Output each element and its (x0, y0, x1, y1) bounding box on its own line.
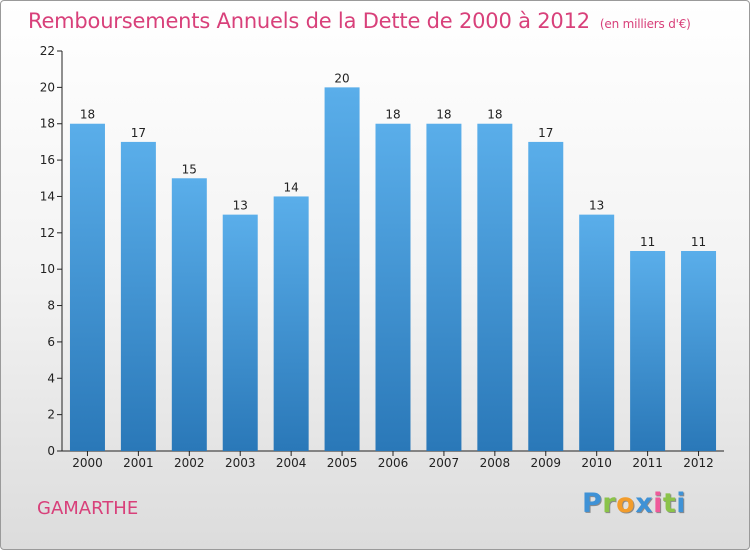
x-tick-label: 2012 (683, 456, 714, 470)
bar-2012 (681, 251, 717, 451)
y-tick-label: 22 (40, 44, 55, 58)
bar-value-label: 18 (436, 108, 451, 122)
logo-letter: i (653, 488, 663, 519)
chart-subtitle: (en milliers d'€) (599, 17, 691, 31)
bar-value-label: 18 (385, 108, 400, 122)
x-tick-label: 2006 (378, 456, 409, 470)
y-tick-label: 10 (40, 262, 55, 276)
y-axis: 0 2 4 6 8 10 12 14 16 18 20 22 (40, 44, 63, 458)
logo-letter: x (635, 488, 654, 519)
bar-2009 (528, 141, 564, 451)
x-tick-label: 2010 (581, 456, 612, 470)
x-tick-label: 2004 (276, 456, 307, 470)
bar-2011 (630, 251, 666, 451)
bar-value-label: 17 (131, 126, 146, 140)
x-tick-label: 2000 (72, 456, 103, 470)
bar-value-label: 18 (80, 108, 95, 122)
x-tick-label: 2003 (225, 456, 256, 470)
bar-2010 (579, 214, 615, 451)
logo-letter: r (602, 488, 617, 519)
bar-2007 (426, 123, 462, 452)
y-tick-label: 20 (40, 80, 55, 94)
bar-value-label: 18 (487, 108, 502, 122)
chart-title-text: Remboursements Annuels de la Dette de 20… (28, 9, 590, 33)
bar-2003 (222, 214, 258, 451)
bar-2006 (375, 123, 411, 452)
logo-letter: o (616, 488, 636, 519)
y-tick-label: 0 (47, 444, 55, 458)
x-tick-label: 2011 (632, 456, 663, 470)
x-tick-label: 2002 (174, 456, 205, 470)
bar-value-label: 11 (640, 235, 655, 249)
bar-2008 (477, 123, 513, 452)
bar-value-label: 14 (284, 180, 299, 194)
commune-name: GAMARTHE (37, 498, 139, 519)
bar-value-label: 20 (334, 71, 349, 85)
data-labels: 18 17 15 13 14 20 18 18 18 17 13 11 11 (80, 71, 706, 249)
logo-letter: P (582, 488, 603, 519)
x-axis: 2000 2001 2002 2003 2004 2005 2006 2007 2008 2009… (62, 450, 724, 470)
y-tick-label: 18 (40, 117, 55, 131)
bar-2000 (69, 123, 105, 452)
x-tick-label: 2007 (429, 456, 460, 470)
x-tick-label: 2009 (530, 456, 561, 470)
y-tick-label: 14 (40, 189, 55, 203)
bar-2004 (273, 196, 309, 451)
y-tick-label: 2 (47, 408, 55, 422)
x-tick-label: 2008 (480, 456, 511, 470)
bar-2002 (171, 178, 207, 452)
y-tick-label: 8 (47, 299, 55, 313)
logo-letter: i (676, 488, 687, 519)
bar-2001 (120, 141, 156, 451)
proxiti-logo: Proxiti (582, 488, 686, 519)
logo-letter: t (662, 488, 677, 519)
y-tick-label: 12 (40, 226, 55, 240)
x-tick-label: 2001 (123, 456, 154, 470)
bar-value-label: 17 (538, 126, 553, 140)
bar-value-label: 15 (182, 162, 197, 176)
bar-2005 (324, 87, 360, 451)
chart-title: Remboursements Annuels de la Dette de 20… (28, 9, 691, 33)
bar-value-label: 13 (233, 199, 248, 213)
bars (69, 87, 717, 452)
bar-value-label: 13 (589, 199, 604, 213)
bar-value-label: 11 (691, 235, 706, 249)
y-tick-label: 6 (47, 335, 55, 349)
y-tick-label: 16 (40, 153, 55, 167)
y-tick-label: 4 (47, 371, 55, 385)
x-tick-label: 2005 (327, 456, 358, 470)
